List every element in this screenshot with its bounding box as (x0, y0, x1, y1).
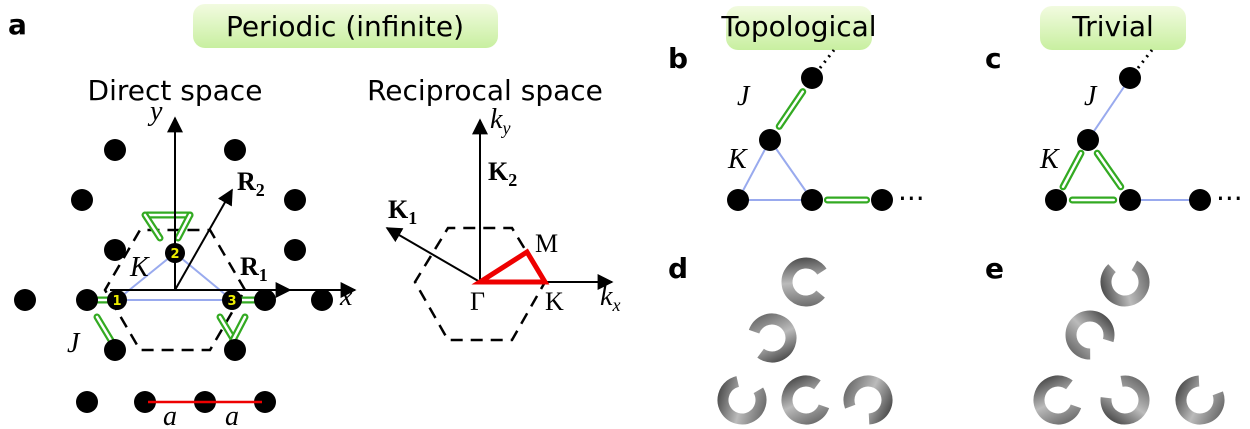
site (107, 290, 127, 310)
spacing-label: a (225, 401, 239, 429)
site (727, 189, 749, 211)
site (224, 139, 246, 161)
k-bond (737, 139, 771, 201)
subtitle: Reciprocal space (367, 74, 603, 107)
site (311, 289, 333, 311)
pill (726, 6, 872, 50)
pill (193, 4, 498, 48)
axis-label: x (339, 281, 353, 312)
site (76, 391, 98, 413)
panel-title: Periodic (infinite) (226, 10, 464, 43)
site (284, 239, 306, 261)
panel-letter: d (668, 252, 688, 285)
panel-title: Trivial (1071, 10, 1154, 43)
k-bond (769, 139, 813, 201)
continuation (818, 49, 836, 69)
site (871, 189, 893, 211)
k-bond (116, 251, 235, 301)
ring (1175, 375, 1225, 425)
vector (174, 188, 233, 291)
continuation (1136, 49, 1154, 69)
axis-label: kx (600, 281, 620, 315)
panel-letter: a (8, 8, 27, 41)
vector (385, 227, 481, 283)
site (76, 289, 98, 311)
j-bond-inner (1061, 151, 1083, 189)
bond-label: K (727, 144, 748, 175)
ring (747, 313, 797, 363)
j-bond-inner (1095, 151, 1123, 189)
point-label: M (535, 229, 558, 258)
site (165, 243, 185, 263)
bond-label: K (129, 252, 150, 283)
ring (717, 375, 767, 425)
site (1119, 189, 1141, 211)
point-label: K (545, 287, 564, 316)
vector-label: K1 (388, 195, 417, 228)
site (254, 391, 276, 413)
ring (781, 375, 831, 425)
site (222, 290, 242, 310)
ellipsis: ··· (898, 182, 925, 215)
j-bond-inner (176, 213, 192, 240)
vector-label: K2 (488, 157, 517, 190)
panel-title: Topological (720, 10, 876, 43)
panel-letter: e (985, 252, 1004, 285)
axis-label: ky (490, 104, 510, 138)
site-label: 1 (112, 294, 121, 309)
k-bond (1087, 77, 1131, 141)
ring (1065, 310, 1115, 360)
spacing-label: a (163, 401, 177, 429)
ring (1033, 375, 1083, 425)
site (759, 129, 781, 151)
site (1077, 129, 1099, 151)
site (104, 239, 126, 261)
j-bond-inner (777, 90, 805, 128)
direct-space: y x R2 R1 K J 1 2 3 a a (14, 96, 357, 429)
bond-label: K (1039, 144, 1060, 175)
ring (1100, 257, 1150, 307)
site (1119, 67, 1141, 89)
site (801, 67, 823, 89)
bond-label: J (737, 81, 751, 112)
axis-label: y (147, 96, 163, 127)
point-label: Γ (470, 287, 485, 316)
panel-letter: b (668, 42, 688, 75)
site (14, 289, 36, 311)
site (71, 189, 93, 211)
site (134, 391, 156, 413)
j-bond-inner (230, 315, 247, 344)
brillouin-zone (413, 226, 547, 342)
site (224, 339, 246, 361)
subtitle: Direct space (88, 74, 263, 107)
site (801, 189, 823, 211)
j-bond-inner (95, 315, 114, 344)
reciprocal-space: ky kx K2 K1 M Γ K (385, 104, 620, 342)
site-label: 2 (170, 247, 179, 262)
vector-label: R2 (237, 167, 265, 200)
bond-label: J (1084, 81, 1098, 112)
ellipsis: ··· (1216, 182, 1243, 215)
j-bond-inner (143, 213, 162, 240)
bond-label: J (67, 328, 81, 359)
site (284, 189, 306, 211)
site (104, 139, 126, 161)
panel-letter: c (985, 42, 1002, 75)
site (104, 339, 126, 361)
site (1045, 189, 1067, 211)
ring (1100, 375, 1150, 425)
ring (843, 375, 893, 425)
site (254, 289, 276, 311)
site-label: 3 (227, 294, 236, 309)
vector-label: R1 (240, 252, 268, 285)
path (471, 248, 550, 285)
ring (781, 257, 831, 307)
site (1189, 189, 1211, 211)
pill (1040, 6, 1186, 50)
